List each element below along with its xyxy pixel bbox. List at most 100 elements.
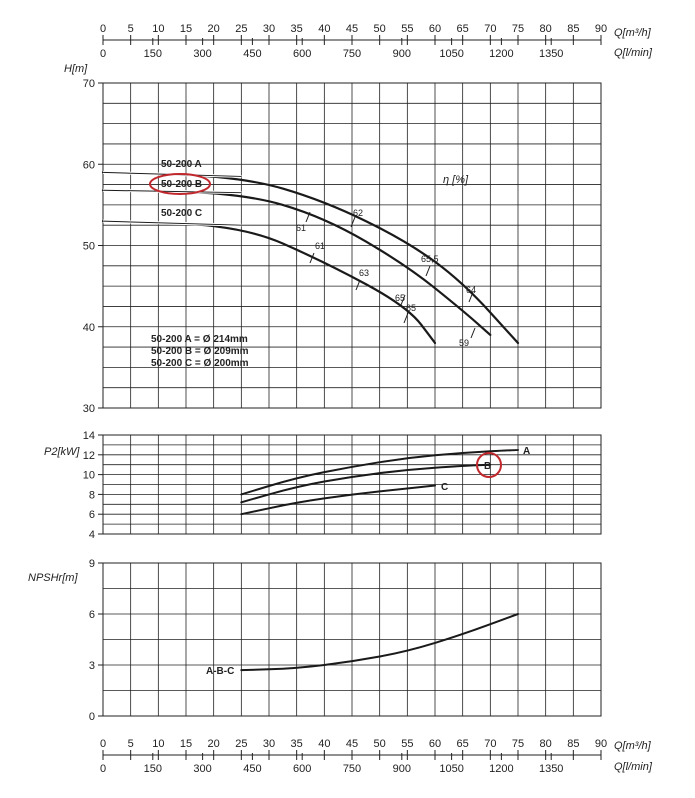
q-m3h-tick-label: 85 <box>567 23 579 35</box>
q-lmin-tick-label: 150 <box>144 48 162 60</box>
q-m3h-tick-label: 10 <box>152 23 164 35</box>
q-m3h-tick-label: 55 <box>401 738 413 750</box>
q-m3h-tick-label: 70 <box>484 23 496 35</box>
q-m3h-tick-label: 40 <box>318 738 330 750</box>
efficiency-tick-mark <box>350 216 356 228</box>
q-lmin-tick-label: 300 <box>193 763 211 775</box>
legend-item-a: 50-200 A = Ø 214mm <box>151 334 248 345</box>
q-m3h-tick-label: 25 <box>235 23 247 35</box>
efficiency-mark-label: 63 <box>359 268 369 278</box>
q-m3h-tick-label: 50 <box>374 738 386 750</box>
q-lmin-tick-label: 1200 <box>489 48 513 60</box>
top-q-m3h-label: Q[m³/h] <box>614 27 652 39</box>
y-tick-label: 12 <box>83 450 95 462</box>
q-lmin-tick-label: 0 <box>100 48 106 60</box>
y-tick-label: 50 <box>83 241 95 253</box>
q-lmin-tick-label: 1200 <box>489 763 513 775</box>
curve-power-a <box>240 448 519 496</box>
q-lmin-tick-label: 1050 <box>439 48 463 60</box>
power-axis-title: P2[kW] <box>44 446 80 458</box>
q-lmin-tick-label: 150 <box>144 763 162 775</box>
efficiency-tick-mark <box>403 312 409 324</box>
q-m3h-tick-label: 20 <box>208 738 220 750</box>
q-m3h-tick-label: 60 <box>429 738 441 750</box>
q-m3h-tick-label: 15 <box>180 738 192 750</box>
q-m3h-tick-label: 80 <box>540 738 552 750</box>
curve-power-c <box>240 484 437 516</box>
y-tick-label: 9 <box>89 558 95 570</box>
q-m3h-tick-label: 40 <box>318 23 330 35</box>
highlight-ellipse-power-b <box>476 452 502 478</box>
q-m3h-tick-label: 45 <box>346 23 358 35</box>
efficiency-tick-mark <box>425 265 431 277</box>
q-lmin-tick-label: 750 <box>343 763 361 775</box>
q-m3h-tick-label: 0 <box>100 738 106 750</box>
efficiency-tick-mark <box>468 291 474 303</box>
q-m3h-tick-label: 75 <box>512 23 524 35</box>
y-tick-label: 6 <box>89 509 95 521</box>
efficiency-mark-label: 65 <box>395 293 405 303</box>
q-m3h-tick-label: 90 <box>595 738 607 750</box>
q-m3h-tick-label: 30 <box>263 23 275 35</box>
grid-layer <box>102 82 602 717</box>
npsh-series-label: A-B-C <box>206 666 234 677</box>
efficiency-tick-mark <box>355 279 361 291</box>
y-tick-label: 4 <box>89 529 95 541</box>
y-tick-label: 3 <box>89 660 95 672</box>
q-m3h-tick-label: 15 <box>180 23 192 35</box>
q-lmin-tick-label: 900 <box>393 48 411 60</box>
efficiency-tick-mark <box>470 327 476 339</box>
power-series-label-c: C <box>441 482 448 493</box>
y-tick-label: 6 <box>89 609 95 621</box>
efficiency-mark-label: 62 <box>353 208 363 218</box>
curve-head-50-200-a <box>101 171 520 345</box>
y-tick-label: 30 <box>83 403 95 415</box>
efficiency-tick-mark <box>305 211 311 223</box>
q-m3h-tick-label: 90 <box>595 23 607 35</box>
q-m3h-tick-label: 85 <box>567 738 579 750</box>
q-m3h-tick-label: 65 <box>457 738 469 750</box>
head-series-label-b: 50-200 B <box>161 179 202 190</box>
efficiency-mark-label: 64 <box>466 285 476 295</box>
q-m3h-tick-label: 5 <box>128 23 134 35</box>
y-tick-label: 10 <box>83 470 95 482</box>
y-tick-label: 70 <box>83 78 95 90</box>
q-m3h-tick-label: 50 <box>374 23 386 35</box>
bottom-q-lmin-label: Q[l/min] <box>614 761 653 773</box>
efficiency-label: η [%] <box>443 174 469 186</box>
q-lmin-tick-label: 900 <box>393 763 411 775</box>
y-tick-label: 8 <box>89 489 95 501</box>
y-tick-label: 60 <box>83 159 95 171</box>
efficiency-tick-mark <box>309 252 315 264</box>
power-series-label-b: B <box>484 461 491 472</box>
q-m3h-tick-label: 30 <box>263 738 275 750</box>
bottom-q-m3h-label: Q[m³/h] <box>614 740 652 752</box>
curve-npsh-a-b-c <box>240 613 519 672</box>
curves-layer <box>101 170 520 672</box>
q-m3h-tick-label: 25 <box>235 738 247 750</box>
y-tick-label: 0 <box>89 711 95 723</box>
q-m3h-tick-label: 45 <box>346 738 358 750</box>
q-m3h-tick-label: 65 <box>457 23 469 35</box>
curve-thin-segment <box>102 220 242 226</box>
q-lmin-tick-label: 1350 <box>539 48 563 60</box>
efficiency-mark-label: 65,5 <box>421 254 439 264</box>
efficiency-tick-mark <box>400 294 406 306</box>
q-m3h-tick-label: 75 <box>512 738 524 750</box>
q-m3h-tick-label: 5 <box>128 738 134 750</box>
head-series-label-c: 50-200 C <box>161 208 202 219</box>
q-m3h-tick-label: 80 <box>540 23 552 35</box>
q-m3h-tick-label: 35 <box>291 738 303 750</box>
head-axis-title: H[m] <box>64 63 88 75</box>
efficiency-mark-label: 61 <box>296 223 306 233</box>
q-lmin-tick-label: 600 <box>293 763 311 775</box>
q-m3h-tick-label: 10 <box>152 738 164 750</box>
q-m3h-tick-label: 55 <box>401 23 413 35</box>
y-tick-label: 40 <box>83 322 95 334</box>
q-m3h-tick-label: 20 <box>208 23 220 35</box>
y-tick-label: 14 <box>83 430 95 442</box>
q-lmin-tick-label: 1350 <box>539 763 563 775</box>
q-lmin-tick-label: 450 <box>243 48 261 60</box>
